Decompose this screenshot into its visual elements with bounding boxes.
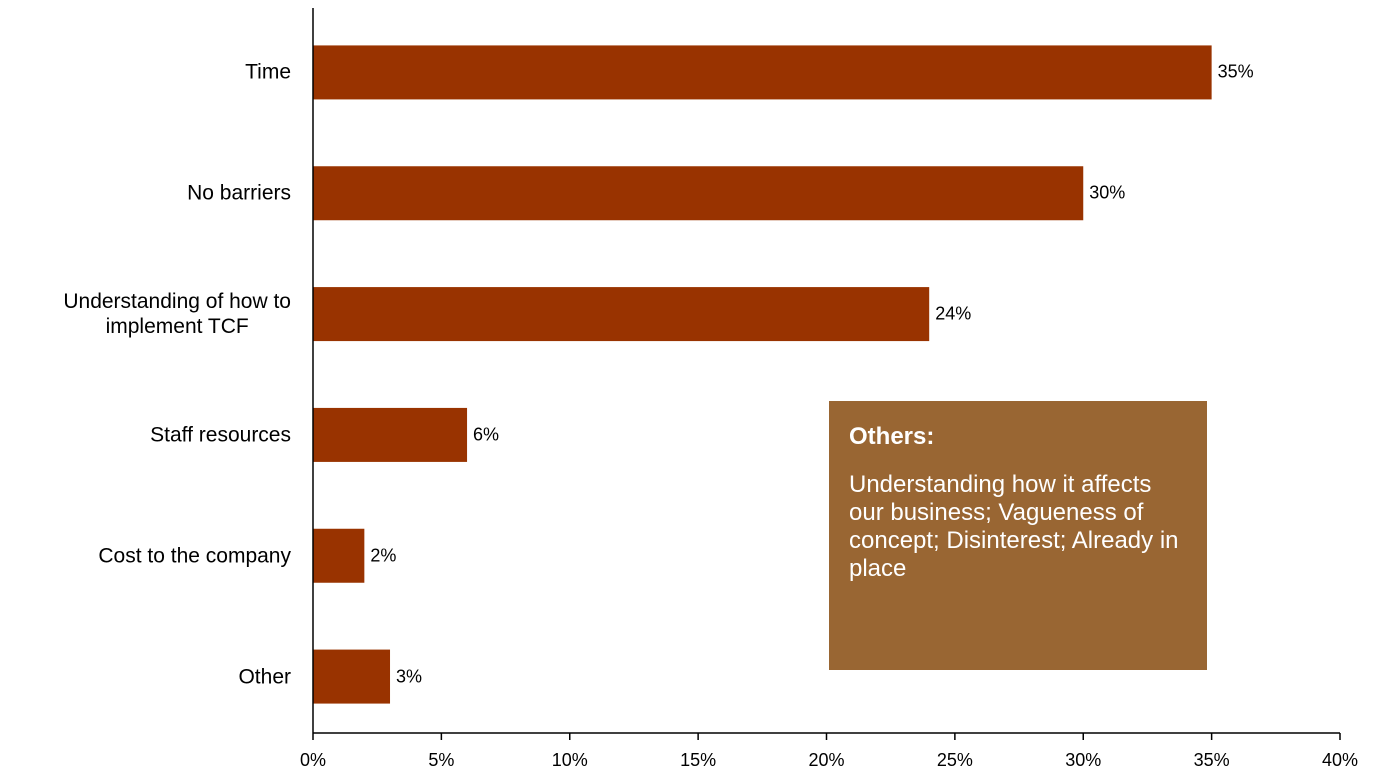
others-note-box: Others: Understanding how it affects our… (829, 401, 1207, 670)
bar-2 (313, 287, 930, 342)
value-label-0: 35% (1217, 61, 1254, 82)
x-tick-label-4: 20% (808, 750, 845, 770)
note-title: Others: (849, 423, 935, 450)
x-tick-label-1: 5% (428, 750, 455, 770)
value-label-4: 2% (370, 545, 397, 566)
x-tick-label-5: 25% (936, 750, 973, 770)
category-label-3: Staff resources (150, 423, 291, 447)
category-label-5: Other (238, 665, 291, 689)
x-tick-label-3: 15% (680, 750, 717, 770)
value-label-5: 3% (396, 666, 423, 687)
note-body: Understanding how it affects our busines… (849, 471, 1179, 582)
category-label-0: Time (245, 60, 291, 84)
bar-5 (313, 649, 391, 704)
x-tick-label-0: 0% (299, 750, 327, 770)
category-label-1: No barriers (187, 181, 291, 205)
bars-group (313, 45, 1212, 704)
category-label-4: Cost to the company (98, 544, 291, 568)
bar-4 (313, 528, 365, 583)
category-label-2: Understanding of how to implement TCF (63, 290, 291, 339)
bar-3 (313, 407, 468, 462)
x-tick-label-6: 30% (1065, 750, 1102, 770)
bar-1 (313, 166, 1084, 221)
x-tick-label-2: 10% (551, 750, 588, 770)
value-label-2: 24% (935, 303, 972, 324)
value-label-1: 30% (1089, 182, 1126, 203)
x-axis-ticks (312, 733, 1341, 740)
bar-0 (313, 45, 1212, 100)
x-tick-label-7: 35% (1193, 750, 1230, 770)
x-tick-label-8: 40% (1321, 750, 1359, 770)
value-label-3: 6% (473, 424, 500, 445)
